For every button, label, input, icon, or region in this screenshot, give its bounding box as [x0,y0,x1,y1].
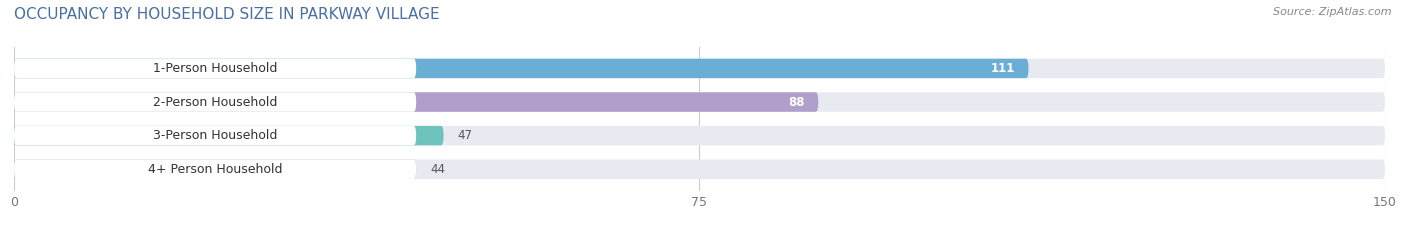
FancyBboxPatch shape [14,59,416,78]
Text: 88: 88 [789,96,804,109]
Text: 1-Person Household: 1-Person Household [153,62,277,75]
Text: Source: ZipAtlas.com: Source: ZipAtlas.com [1274,7,1392,17]
FancyBboxPatch shape [14,59,1029,78]
FancyBboxPatch shape [14,159,1385,179]
FancyBboxPatch shape [14,126,1385,145]
FancyBboxPatch shape [14,59,1385,78]
Text: 47: 47 [457,129,472,142]
FancyBboxPatch shape [14,126,416,145]
Text: 3-Person Household: 3-Person Household [153,129,277,142]
Text: 44: 44 [430,163,444,176]
FancyBboxPatch shape [14,159,416,179]
Text: 4+ Person Household: 4+ Person Household [148,163,283,176]
FancyBboxPatch shape [14,159,416,179]
Text: 111: 111 [990,62,1015,75]
FancyBboxPatch shape [14,92,818,112]
FancyBboxPatch shape [14,92,1385,112]
Text: OCCUPANCY BY HOUSEHOLD SIZE IN PARKWAY VILLAGE: OCCUPANCY BY HOUSEHOLD SIZE IN PARKWAY V… [14,7,440,22]
FancyBboxPatch shape [14,92,416,112]
FancyBboxPatch shape [14,126,444,145]
Text: 2-Person Household: 2-Person Household [153,96,277,109]
